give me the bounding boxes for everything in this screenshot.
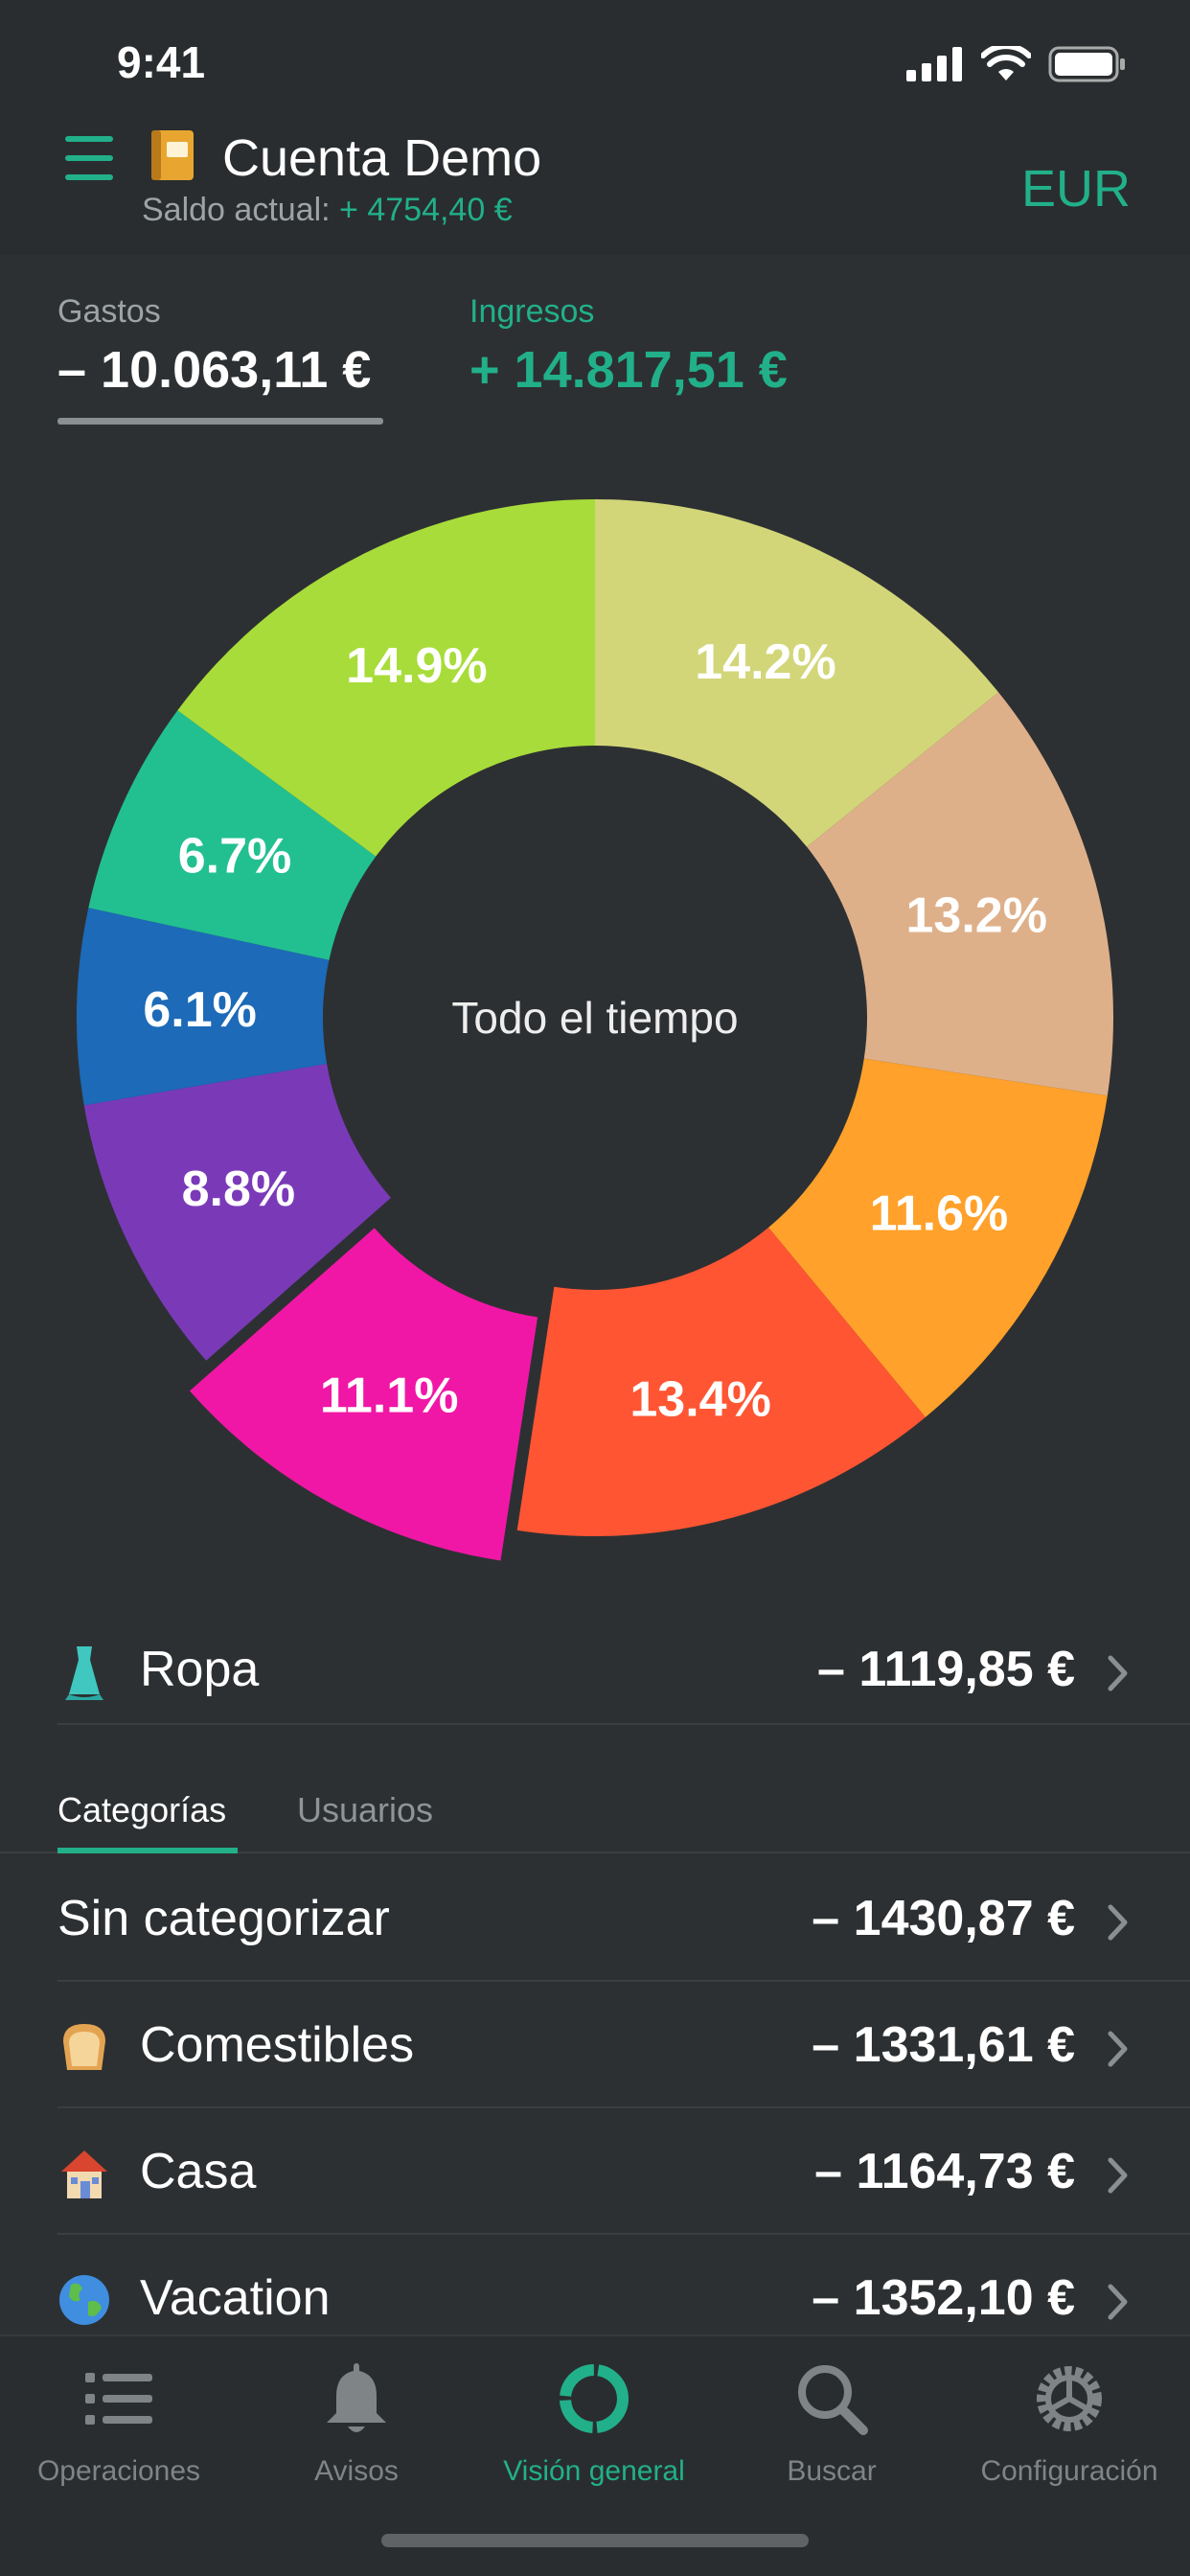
totals-section: Gastos – 10.063,11 € Ingresos + 14.817,5… bbox=[0, 255, 1190, 447]
chevron-right-icon bbox=[1108, 1904, 1128, 1941]
donut-slice[interactable] bbox=[189, 1228, 538, 1561]
tab-label: Avisos bbox=[314, 2455, 399, 2487]
chevron-right-icon bbox=[1108, 2284, 1128, 2320]
expenses-toggle[interactable]: Gastos – 10.063,11 € bbox=[57, 293, 371, 400]
home-indicator bbox=[381, 2534, 809, 2547]
house-emoji bbox=[61, 2150, 107, 2198]
category-list: Sin categorizar – 1430,87 € Comestibles … bbox=[57, 1855, 1190, 2334]
tab-label: Buscar bbox=[787, 2455, 877, 2487]
expenses-selected-underline bbox=[57, 418, 383, 425]
tab-categories[interactable]: Categorías bbox=[57, 1790, 227, 1829]
tab-buscar[interactable]: Buscar bbox=[713, 2356, 950, 2488]
donut-slice[interactable] bbox=[807, 692, 1113, 1096]
globe-emoji bbox=[59, 2275, 109, 2325]
bread-emoji bbox=[63, 2024, 105, 2070]
menu-icon[interactable] bbox=[65, 136, 113, 182]
selected-category-amount: – 1119,85 € bbox=[817, 1642, 1075, 1697]
donut-center-label: Todo el tiempo bbox=[451, 993, 738, 1043]
list-icon bbox=[85, 2373, 152, 2425]
income-value: + 14.817,51 € bbox=[469, 341, 788, 399]
account-name[interactable]: Cuenta Demo bbox=[222, 129, 542, 187]
search-icon bbox=[798, 2365, 868, 2435]
balance-label: Saldo actual: bbox=[142, 192, 331, 228]
currency-selector[interactable]: EUR bbox=[1020, 160, 1131, 218]
tab-users[interactable]: Usuarios bbox=[297, 1790, 434, 1829]
chevron-right-icon bbox=[1108, 1655, 1128, 1691]
tab-operaciones[interactable]: Operaciones bbox=[0, 2356, 238, 2488]
donut-slice[interactable] bbox=[516, 1227, 926, 1536]
chevron-right-icon bbox=[1108, 2031, 1128, 2067]
donut-icon bbox=[560, 2364, 629, 2433]
slice-label: 13.2% bbox=[905, 887, 1046, 943]
slice-label: 14.9% bbox=[346, 638, 487, 694]
balance-value: + 4754,40 € bbox=[339, 192, 513, 228]
ledger-book-emoji bbox=[151, 130, 194, 180]
list-item[interactable]: Sin categorizar – 1430,87 € bbox=[57, 1855, 1190, 1982]
selected-category-name: Ropa bbox=[140, 1642, 260, 1697]
slice-label: 14.2% bbox=[695, 634, 835, 690]
tab-label: Configuración bbox=[980, 2455, 1158, 2487]
balance-row: Saldo actual: + 4754,40 € bbox=[142, 192, 513, 229]
category-amount: – 1164,73 € bbox=[814, 2144, 1075, 2199]
wifi-icon bbox=[981, 46, 1031, 80]
tab-active-underline bbox=[57, 1848, 238, 1853]
list-item[interactable]: Comestibles – 1331,61 € bbox=[57, 1982, 1190, 2108]
expenses-value: – 10.063,11 € bbox=[57, 341, 372, 399]
donut-slice[interactable] bbox=[768, 1058, 1108, 1417]
category-amount: – 1352,10 € bbox=[812, 2270, 1075, 2326]
tab-label: Operaciones bbox=[36, 2455, 201, 2487]
battery-icon bbox=[1048, 46, 1125, 82]
status-icons bbox=[906, 46, 1127, 82]
expenses-label: Gastos bbox=[57, 293, 161, 330]
tab-label: Visión general bbox=[503, 2455, 685, 2487]
list-item[interactable]: Casa – 1164,73 € bbox=[57, 2108, 1190, 2235]
list-item[interactable]: Vacation – 1352,10 € bbox=[57, 2235, 1190, 2334]
slice-label: 11.1% bbox=[320, 1368, 459, 1424]
signal-icon bbox=[906, 47, 962, 81]
slice-label: 6.7% bbox=[178, 828, 292, 884]
donut-slice[interactable] bbox=[83, 1063, 391, 1361]
income-toggle[interactable]: Ingresos + 14.817,51 € bbox=[469, 293, 788, 400]
category-amount: – 1331,61 € bbox=[812, 2017, 1075, 2073]
app-header: Cuenta Demo Saldo actual: + 4754,40 € EU… bbox=[0, 125, 1190, 255]
category-name: Casa bbox=[140, 2144, 257, 2199]
tab-vision-general[interactable]: Visión general bbox=[475, 2356, 713, 2488]
category-amount: – 1430,87 € bbox=[812, 1891, 1075, 1946]
grouping-tabs: Categorías Usuarios bbox=[0, 1754, 1190, 1853]
category-name: Vacation bbox=[140, 2270, 331, 2326]
donut-slice[interactable] bbox=[77, 908, 330, 1106]
slice-label: 8.8% bbox=[182, 1162, 296, 1217]
slice-label: 6.1% bbox=[143, 982, 257, 1038]
donut-chart[interactable]: 14.2% 13.2% 11.6% 13.4% 11.1% 8.8% 6.1% 6.7% 14.… bbox=[0, 479, 1190, 1610]
status-time: 9:41 bbox=[117, 37, 206, 87]
donut-chart-area: 14.2% 13.2% 11.6% 13.4% 11.1% 8.8% 6.1% 6.7% 14.… bbox=[0, 479, 1190, 1610]
bell-icon bbox=[327, 2363, 386, 2432]
slice-label: 13.4% bbox=[629, 1372, 770, 1428]
tab-configuracion[interactable]: Configuración bbox=[950, 2356, 1188, 2488]
income-label: Ingresos bbox=[469, 293, 595, 330]
gear-icon bbox=[1037, 2366, 1102, 2431]
category-name: Comestibles bbox=[140, 2017, 415, 2073]
dress-emoji bbox=[65, 1646, 103, 1700]
donut-slice[interactable] bbox=[88, 710, 377, 960]
donut-slice[interactable] bbox=[177, 499, 595, 857]
selected-category-row[interactable]: Ropa – 1119,85 € bbox=[57, 1620, 1190, 1725]
slice-label: 11.6% bbox=[870, 1185, 1009, 1241]
category-name: Sin categorizar bbox=[57, 1891, 390, 1946]
donut-slice[interactable] bbox=[595, 499, 999, 847]
chevron-right-icon bbox=[1108, 2157, 1128, 2194]
status-bar: 9:41 bbox=[0, 0, 1190, 125]
tab-avisos[interactable]: Avisos bbox=[238, 2356, 475, 2488]
